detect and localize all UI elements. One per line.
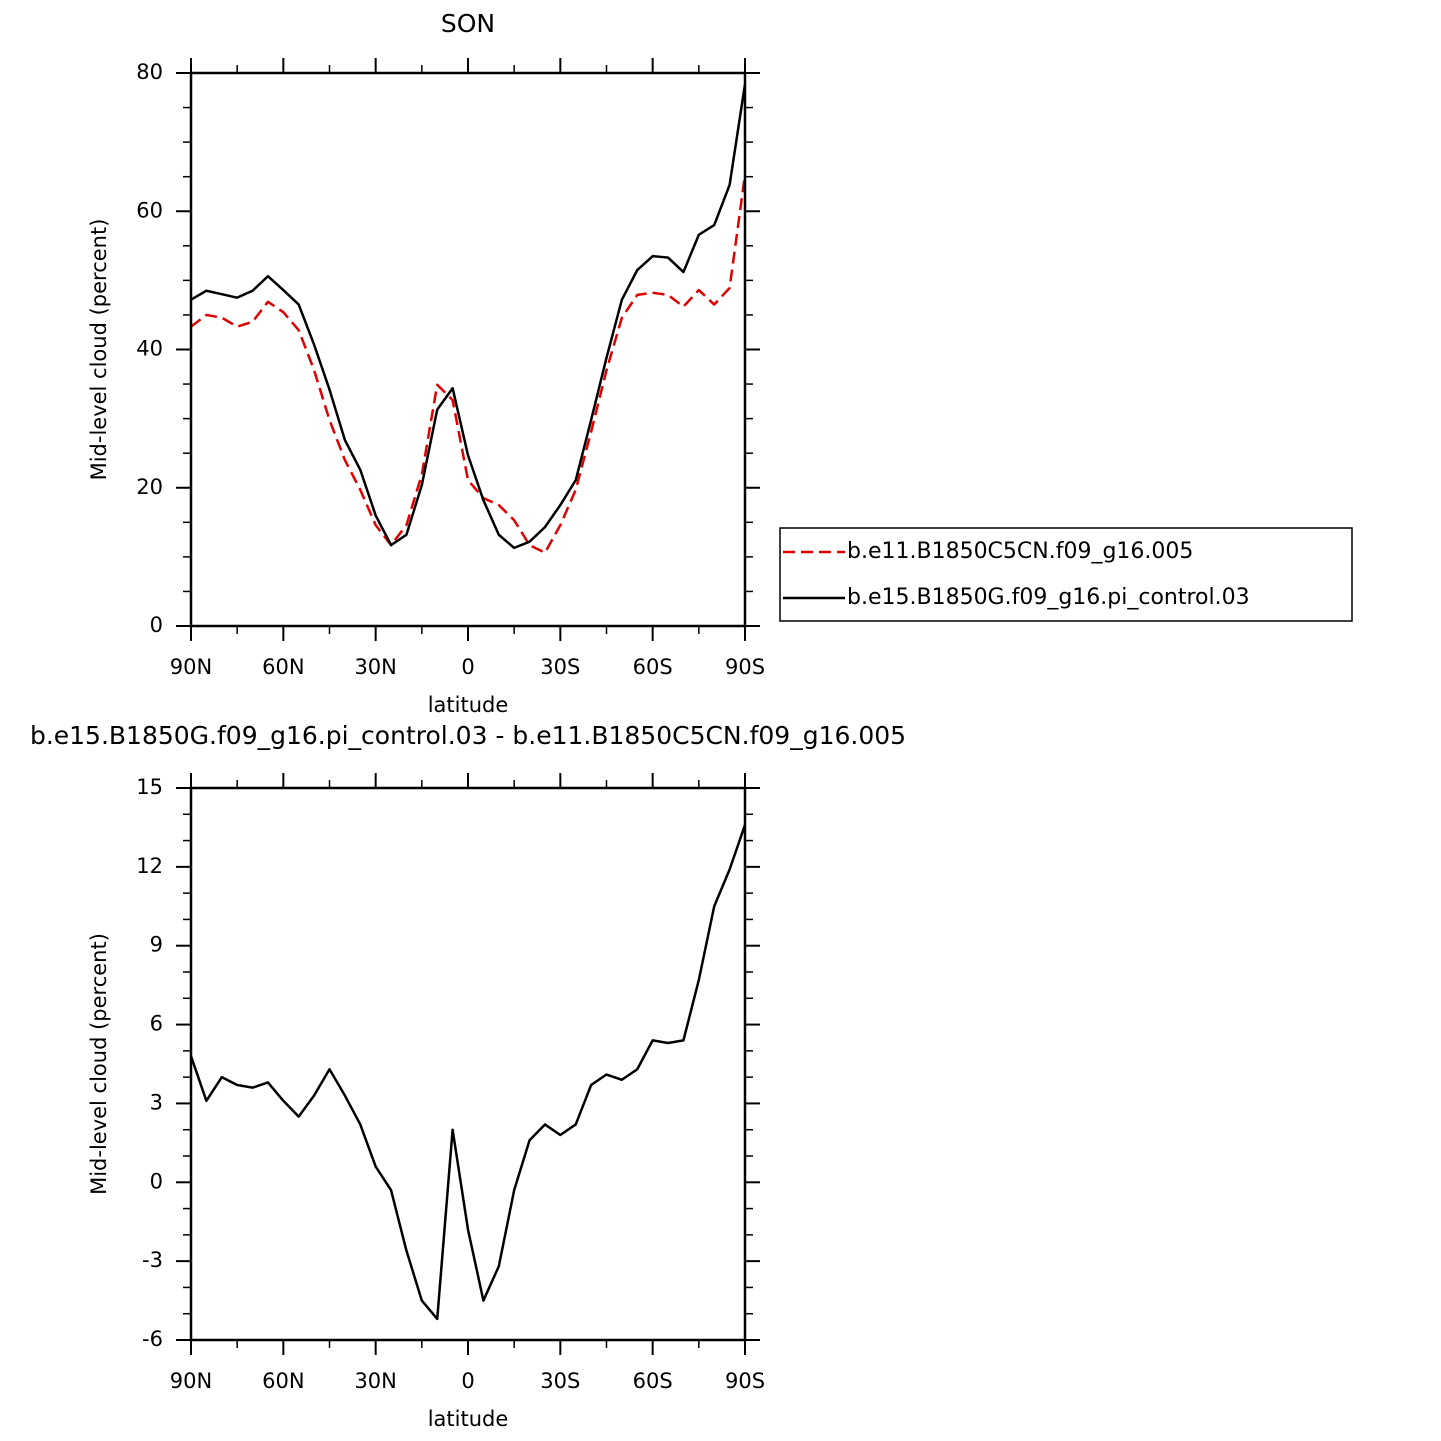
legend-label: b.e15.B1850G.f09_g16.pi_control.03 (847, 585, 1250, 610)
y-axis-label: Mid-level cloud (percent) (87, 933, 111, 1195)
series-line (190, 174, 747, 554)
y-tick-label: -6 (142, 1327, 163, 1351)
series-line (190, 83, 747, 550)
y-tick-label: 9 (150, 933, 163, 957)
y-tick-label: 3 (150, 1090, 163, 1114)
series-line (189, 824, 747, 1321)
legend-label: b.e11.B1850C5CN.f09_g16.005 (847, 539, 1193, 564)
x-tick-label: 90S (725, 1369, 765, 1393)
panel: SON latitude Mid-level cloud (percent) 0 20 4… (87, 9, 1353, 717)
y-axis-label: Mid-level cloud (percent) (87, 219, 111, 481)
x-axis-label: latitude (428, 1407, 509, 1431)
chart-title: b.e15.B1850G.f09_g16.pi_control.03 - b.e… (30, 721, 906, 750)
x-axis-label: latitude (428, 693, 509, 717)
y-tick-label: 40 (136, 337, 163, 361)
y-tick-label: 20 (136, 475, 163, 499)
x-tick-label: 90N (170, 655, 212, 679)
x-tick-label: 60S (633, 655, 673, 679)
y-tick-label: 12 (136, 854, 163, 878)
x-tick-label: 30S (540, 655, 580, 679)
y-tick-label: 60 (136, 198, 163, 222)
legend-box (779, 527, 1353, 622)
x-tick-label: 0 (461, 1369, 474, 1393)
y-tick-label: 15 (136, 775, 163, 799)
x-tick-label: 90N (170, 1369, 212, 1393)
panel: b.e15.B1850G.f09_g16.pi_control.03 - b.e… (30, 721, 906, 1431)
plot-frame (189, 71, 747, 628)
x-tick-label: 60N (262, 655, 304, 679)
x-tick-label: 30N (354, 1369, 396, 1393)
x-tick-label: 90S (725, 655, 765, 679)
y-tick-label: -3 (142, 1248, 163, 1272)
x-tick-label: 30N (354, 655, 396, 679)
x-tick-label: 0 (461, 655, 474, 679)
x-tick-label: 60N (262, 1369, 304, 1393)
chart-title: SON (441, 9, 495, 38)
plot-frame (189, 786, 747, 1342)
y-tick-label: 80 (136, 60, 163, 84)
y-tick-label: 6 (150, 1012, 163, 1036)
x-tick-label: 60S (633, 1369, 673, 1393)
y-tick-label: 0 (150, 613, 163, 637)
x-tick-label: 30S (540, 1369, 580, 1393)
legend: b.e11.B1850C5CN.f09_g16.005 b.e15.B1850G.… (779, 527, 1353, 622)
y-tick-label: 0 (150, 1169, 163, 1193)
